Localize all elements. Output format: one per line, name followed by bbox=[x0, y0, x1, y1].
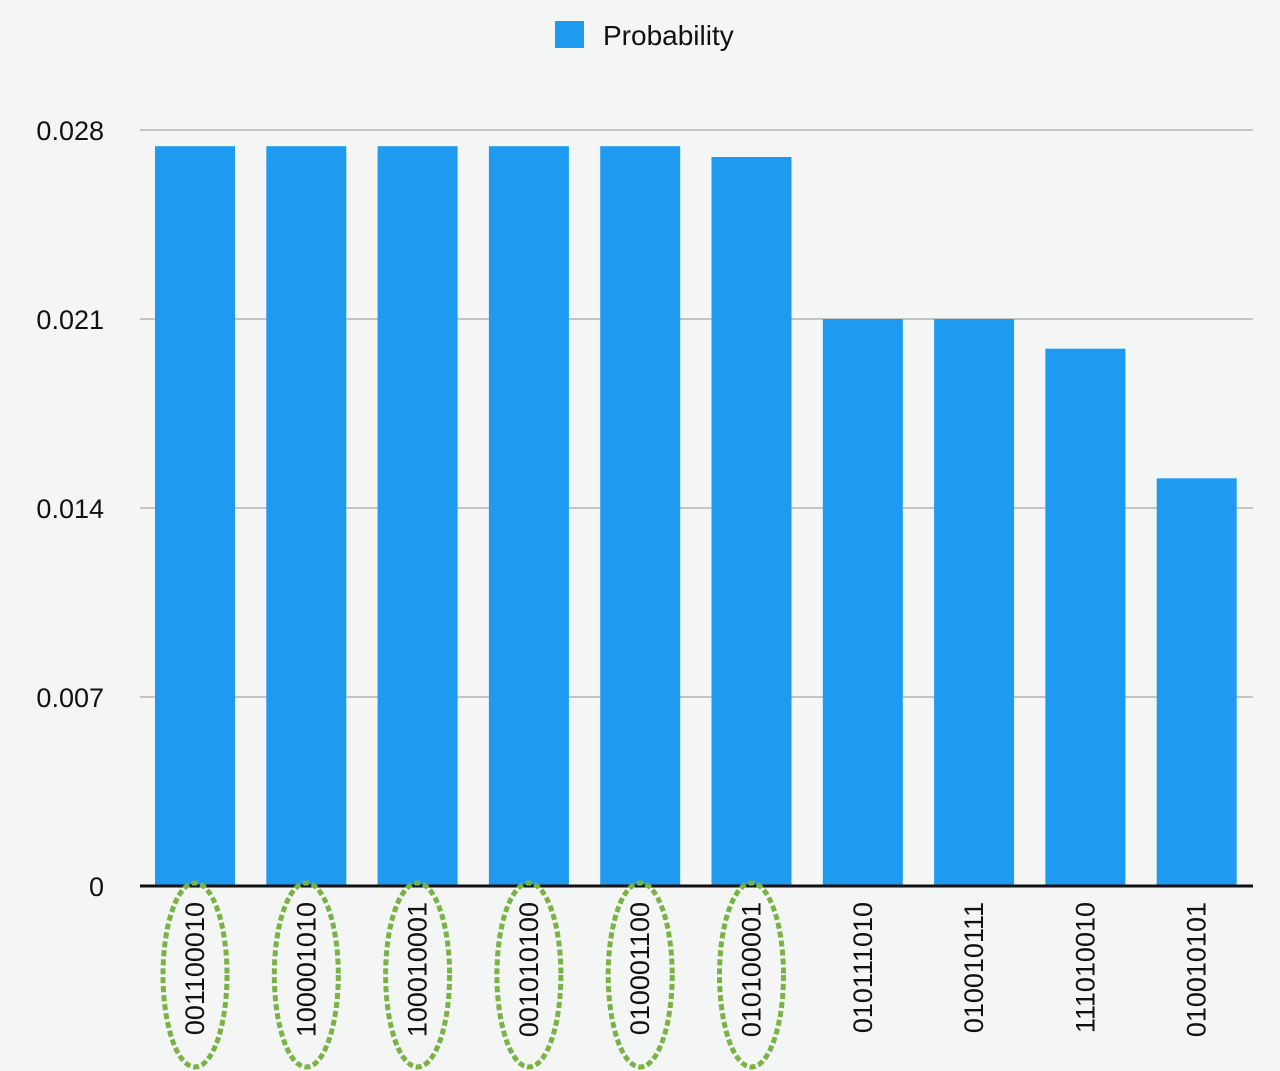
x-tick-label: 100001010 bbox=[291, 902, 321, 1037]
x-tick-label: 111010010 bbox=[1070, 902, 1100, 1033]
bar bbox=[1045, 348, 1126, 886]
bar bbox=[155, 146, 235, 886]
y-tick-label: 0.014 bbox=[36, 494, 104, 524]
x-tick-label: 010010101 bbox=[1182, 902, 1212, 1037]
bar bbox=[377, 146, 458, 886]
x-tick-label: 010100001 bbox=[737, 902, 767, 1037]
y-tick-label: 0.007 bbox=[36, 683, 104, 713]
bar bbox=[934, 319, 1015, 886]
x-tick-labels: 001100010 100001010 100010001 001010100 0100… bbox=[180, 902, 1212, 1037]
bar bbox=[711, 157, 792, 886]
highlight-ellipse bbox=[605, 880, 675, 1070]
x-tick-label: 010111010 bbox=[848, 902, 878, 1033]
bar bbox=[266, 146, 347, 886]
legend-swatch bbox=[555, 21, 584, 48]
bar bbox=[488, 146, 569, 886]
x-tick-label: 010010111 bbox=[959, 902, 989, 1033]
x-tick-label: 100010001 bbox=[403, 902, 433, 1037]
highlight-ellipses bbox=[160, 880, 786, 1070]
x-tick-label: 001010100 bbox=[514, 902, 544, 1037]
y-tick-label: 0.028 bbox=[36, 116, 104, 146]
highlight-ellipse bbox=[271, 880, 341, 1070]
bar bbox=[822, 319, 903, 886]
legend-label: Probability bbox=[603, 20, 734, 51]
bar bbox=[1156, 478, 1237, 886]
y-tick-labels: 0 0.007 0.014 0.021 0.028 bbox=[36, 116, 104, 902]
highlight-ellipse bbox=[160, 880, 230, 1070]
highlight-ellipse bbox=[383, 880, 453, 1070]
y-tick-label: 0 bbox=[89, 872, 104, 902]
bar bbox=[600, 146, 681, 886]
bars bbox=[155, 146, 1237, 886]
highlight-ellipse bbox=[494, 880, 564, 1070]
highlight-ellipse bbox=[717, 880, 786, 1070]
y-tick-label: 0.021 bbox=[36, 305, 104, 335]
legend: Probability bbox=[555, 20, 734, 51]
x-tick-label: 001100010 bbox=[180, 902, 210, 1035]
x-tick-label: 010001100 bbox=[625, 902, 655, 1035]
